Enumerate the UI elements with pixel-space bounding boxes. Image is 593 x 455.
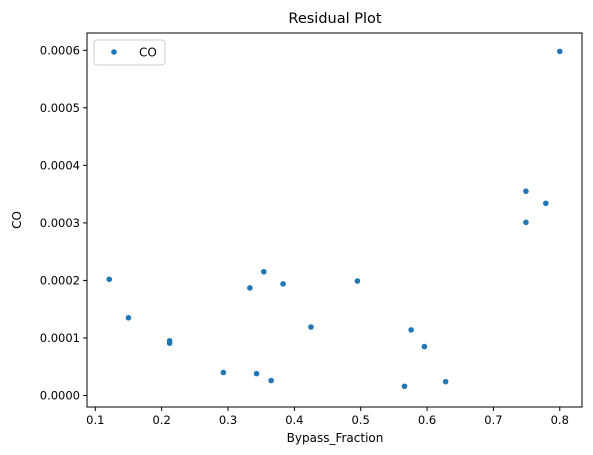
x-axis-ticks: 0.1 0.2 0.3 0.4 0.5 0.6 0.7 0.8 <box>86 407 569 427</box>
x-tick-label: 0.3 <box>219 413 237 427</box>
x-axis-label: Bypass_Fraction <box>287 431 384 445</box>
y-tick-label: 0.0004 <box>40 158 80 172</box>
data-point <box>442 378 449 385</box>
y-tick-label: 0.0001 <box>40 331 80 345</box>
x-tick-label: 0.4 <box>285 413 303 427</box>
data-point <box>280 281 286 287</box>
y-axis-ticks: 0.0000 0.0001 0.0002 0.0003 0.0004 0.0005 0.00… <box>40 43 87 402</box>
x-tick-label: 0.7 <box>484 413 502 427</box>
data-point <box>253 370 260 377</box>
x-tick-label: 0.1 <box>86 413 104 427</box>
data-point <box>523 188 529 195</box>
data-point <box>247 285 253 291</box>
chart-title: Residual Plot <box>288 11 381 27</box>
data-points-group <box>106 48 563 390</box>
x-tick-label: 0.5 <box>352 413 370 427</box>
data-point <box>523 219 529 226</box>
y-tick-label: 0.0002 <box>40 273 80 287</box>
data-point <box>125 315 132 321</box>
y-tick-label: 0.0000 <box>40 388 80 402</box>
y-tick-label: 0.0006 <box>40 43 80 57</box>
legend-box <box>93 39 166 66</box>
plot-frame <box>86 32 583 408</box>
data-point <box>308 324 314 330</box>
data-point <box>556 48 563 55</box>
y-tick-label: 0.0003 <box>40 216 80 230</box>
y-tick-label: 0.0005 <box>40 101 80 115</box>
data-point <box>106 276 113 283</box>
legend: CO <box>93 39 166 66</box>
x-tick-label: 0.8 <box>551 413 569 427</box>
data-point <box>401 383 408 390</box>
data-point <box>354 278 361 284</box>
data-point <box>421 343 428 350</box>
x-tick-label: 0.2 <box>152 413 170 427</box>
x-tick-label: 0.6 <box>418 413 436 427</box>
data-point <box>166 340 173 346</box>
y-axis-label: CO <box>10 211 24 229</box>
data-point <box>261 268 267 275</box>
legend-label-co: CO <box>139 46 157 60</box>
data-point <box>268 377 274 384</box>
plot-area <box>86 32 583 408</box>
data-point <box>543 200 549 207</box>
data-point <box>408 327 414 333</box>
data-point <box>220 369 227 376</box>
legend-marker <box>111 49 117 55</box>
